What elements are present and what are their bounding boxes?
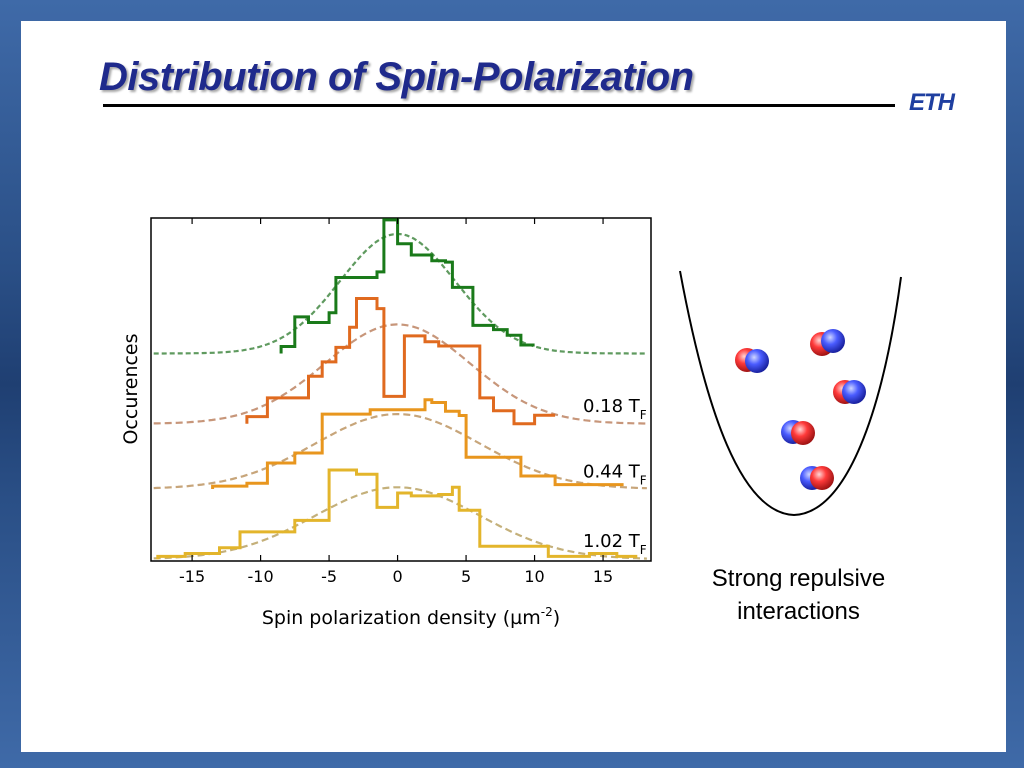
atom-pair	[833, 380, 866, 404]
harmonic-trap-diagram	[679, 270, 902, 517]
temperature-label: 1.02 TF	[583, 531, 647, 557]
diagram-caption: Strong repulsive interactions	[676, 562, 921, 628]
red-atom-icon	[810, 466, 834, 490]
x-tick-label: 10	[524, 567, 544, 586]
red-atom-icon	[791, 421, 815, 445]
atom-pair	[781, 420, 815, 445]
atom-pair	[810, 329, 845, 356]
slide: Distribution of Spin-Polarization ETH -1…	[21, 21, 1006, 752]
fit-curve-0	[153, 232, 647, 355]
blue-atom-icon	[842, 380, 866, 404]
atom-pair	[800, 466, 834, 490]
histogram-series-3	[156, 468, 638, 560]
histogram-series-2	[211, 398, 624, 489]
x-axis-label: Spin polarization density (µm-2)	[262, 605, 560, 629]
x-tick-label: 0	[392, 567, 402, 586]
fit-curve-1	[153, 323, 647, 425]
blue-atom-icon	[821, 329, 845, 353]
plot-frame	[150, 217, 652, 562]
x-tick-label: -5	[321, 567, 337, 586]
x-axis-label-end: )	[553, 607, 560, 629]
temperature-label: 0.18 TF	[583, 396, 647, 422]
x-axis-label-sup: -2	[541, 605, 553, 619]
atom-pair	[735, 348, 769, 373]
y-axis-label: Occurences	[121, 333, 142, 444]
label-layer: 0.18 TF 0.44 TF 1.02 TF	[583, 396, 647, 557]
caption-line-2: interactions	[737, 598, 860, 625]
histogram-series-0	[279, 218, 535, 354]
fit-curve-2	[153, 413, 647, 490]
x-tick-label: 15	[593, 567, 613, 586]
title-underline	[103, 104, 895, 107]
histogram-series-1	[245, 297, 556, 426]
x-tick-label: 5	[461, 567, 471, 586]
x-tick-label: -10	[248, 567, 274, 586]
slide-title: Distribution of Spin-Polarization	[99, 55, 694, 99]
temperature-label: 0.44 TF	[583, 461, 647, 487]
series-layer	[153, 218, 647, 560]
tick-layer: -15 -10 -5 0 5 10 15	[179, 218, 613, 586]
spin-polarization-chart: -15 -10 -5 0 5 10 15 0.18 TF 0.44 TF 1.02 TF Occ…	[121, 217, 652, 629]
blue-atom-icon	[745, 349, 769, 373]
trap-potential-curve	[679, 270, 902, 517]
caption-line-1: Strong repulsive	[711, 565, 886, 592]
x-axis-label-main: Spin polarization density (µm	[262, 607, 541, 629]
x-tick-label: -15	[179, 567, 205, 586]
eth-logo: ETH	[909, 89, 955, 116]
